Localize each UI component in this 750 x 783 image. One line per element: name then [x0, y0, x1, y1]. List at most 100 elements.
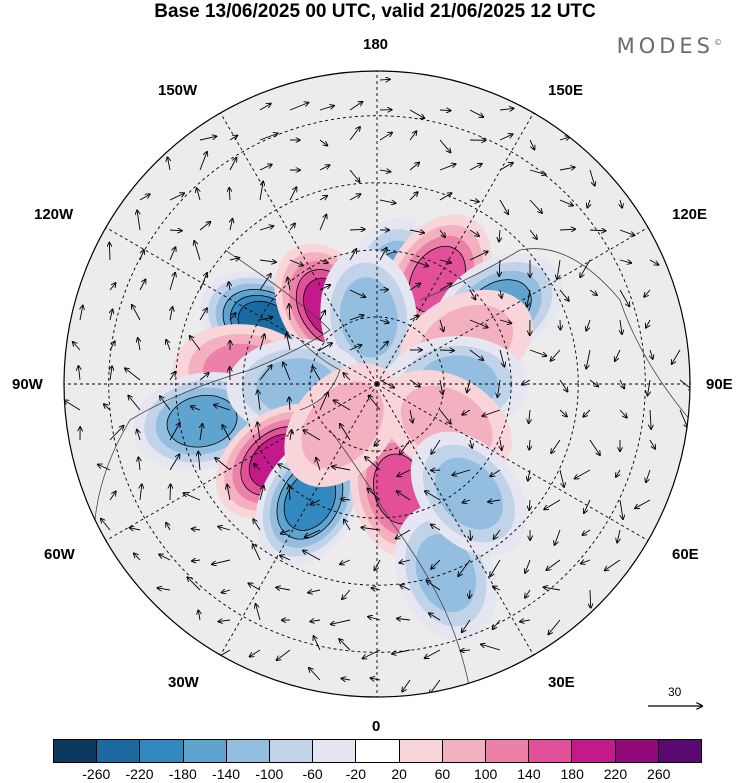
colorbar-tick-label: -180	[168, 766, 197, 782]
wind-vector	[679, 379, 690, 390]
wind-vector	[551, 439, 561, 453]
wind-vector	[248, 583, 261, 591]
wind-vector	[461, 650, 471, 651]
wind-vector	[283, 362, 291, 381]
wind-vector	[340, 424, 351, 441]
wind-vector	[276, 587, 291, 590]
wind-vector	[431, 439, 441, 454]
wind-vector	[620, 319, 622, 334]
wind-vector	[289, 397, 290, 411]
wind-vector	[109, 491, 116, 501]
meridian-line	[376, 112, 534, 385]
wind-vector	[379, 320, 389, 323]
colorbar-segment	[399, 740, 443, 762]
wind-vector	[397, 618, 411, 620]
modes-logo: MODES©	[617, 34, 722, 58]
wind-vector	[200, 424, 202, 441]
wind-vector	[620, 199, 622, 208]
wind-vector	[379, 170, 390, 172]
wind-vector	[341, 499, 351, 500]
wind-vector	[379, 79, 390, 80]
meridian-line	[220, 383, 378, 656]
wind-vector	[349, 315, 364, 321]
wind-vector	[104, 404, 111, 411]
wind-vector	[605, 559, 621, 570]
wind-vector	[559, 229, 575, 230]
wind-vector	[650, 409, 651, 429]
lon-label-120w: 120W	[34, 206, 74, 223]
wind-vector	[582, 529, 591, 535]
wind-vector	[439, 164, 456, 171]
wind-vector	[590, 589, 591, 608]
wind-vector	[199, 373, 209, 381]
logo-copyright-mark: ©	[714, 38, 722, 47]
colorbar-tick-label: -140	[212, 766, 241, 782]
wind-vector	[499, 163, 513, 171]
wind-vector	[229, 282, 230, 291]
wind-vector	[319, 106, 334, 111]
wind-vector	[587, 199, 590, 208]
wind-vector	[110, 366, 112, 381]
wind-vector	[159, 554, 171, 561]
colorbar-tick-label: -60	[302, 766, 323, 782]
wind-vector	[160, 396, 171, 411]
wind-vector	[544, 587, 561, 590]
wind-vector	[344, 520, 351, 531]
wind-vector	[259, 164, 272, 171]
wind-vector	[559, 379, 568, 392]
wind-vector	[308, 590, 321, 593]
wind-vector	[371, 588, 381, 590]
wind-vector	[672, 349, 681, 364]
wind-vector	[525, 589, 531, 598]
wind-vector	[615, 349, 621, 361]
lon-label-120e: 120E	[672, 206, 708, 223]
wind-vector	[368, 396, 381, 411]
wind-vector	[529, 349, 546, 356]
wind-vector	[157, 588, 171, 590]
wind-vector	[169, 454, 180, 471]
wind-vector	[499, 320, 511, 323]
wind-vector	[289, 259, 303, 266]
wind-vector	[222, 425, 231, 441]
wind-vector	[619, 499, 623, 519]
wind-vector	[183, 493, 201, 501]
wind-vector	[132, 305, 141, 321]
wind-vector	[140, 484, 142, 501]
wind-vector	[619, 379, 624, 388]
wind-vector	[499, 349, 504, 367]
wind-vector	[439, 110, 451, 111]
wind-vector	[198, 452, 200, 471]
wind-vector	[482, 409, 501, 416]
wind-vector	[229, 158, 236, 171]
wind-vector	[619, 409, 627, 418]
lon-label-150e: 150E	[548, 82, 584, 99]
wind-vector	[319, 311, 325, 321]
wind-vector	[431, 559, 441, 569]
wind-vector	[452, 469, 471, 475]
wind-vector	[581, 560, 591, 564]
wind-vector	[399, 560, 411, 563]
wind-vector	[253, 544, 261, 561]
latitude-circle	[108, 115, 646, 653]
wind-vector	[529, 169, 546, 175]
wind-vector	[575, 469, 591, 479]
wind-vector	[64, 400, 81, 411]
wind-vector	[559, 469, 564, 487]
wind-vector	[559, 137, 569, 140]
wind-vector	[527, 289, 531, 307]
wind-vector	[554, 529, 561, 545]
wind-vector	[349, 169, 360, 182]
wind-vector	[425, 491, 441, 501]
colorbar-segment	[486, 740, 530, 762]
wind-vector	[259, 181, 263, 201]
wind-vector	[469, 164, 482, 171]
wind-vector	[286, 334, 291, 351]
wind-vector	[499, 229, 500, 242]
wind-vector	[493, 619, 501, 629]
wind-vector	[365, 457, 381, 471]
wind-vector	[253, 519, 261, 531]
wind-vector	[559, 199, 573, 206]
wind-vector	[319, 343, 332, 351]
wind-vector	[488, 500, 501, 502]
wind-vector	[469, 229, 479, 236]
